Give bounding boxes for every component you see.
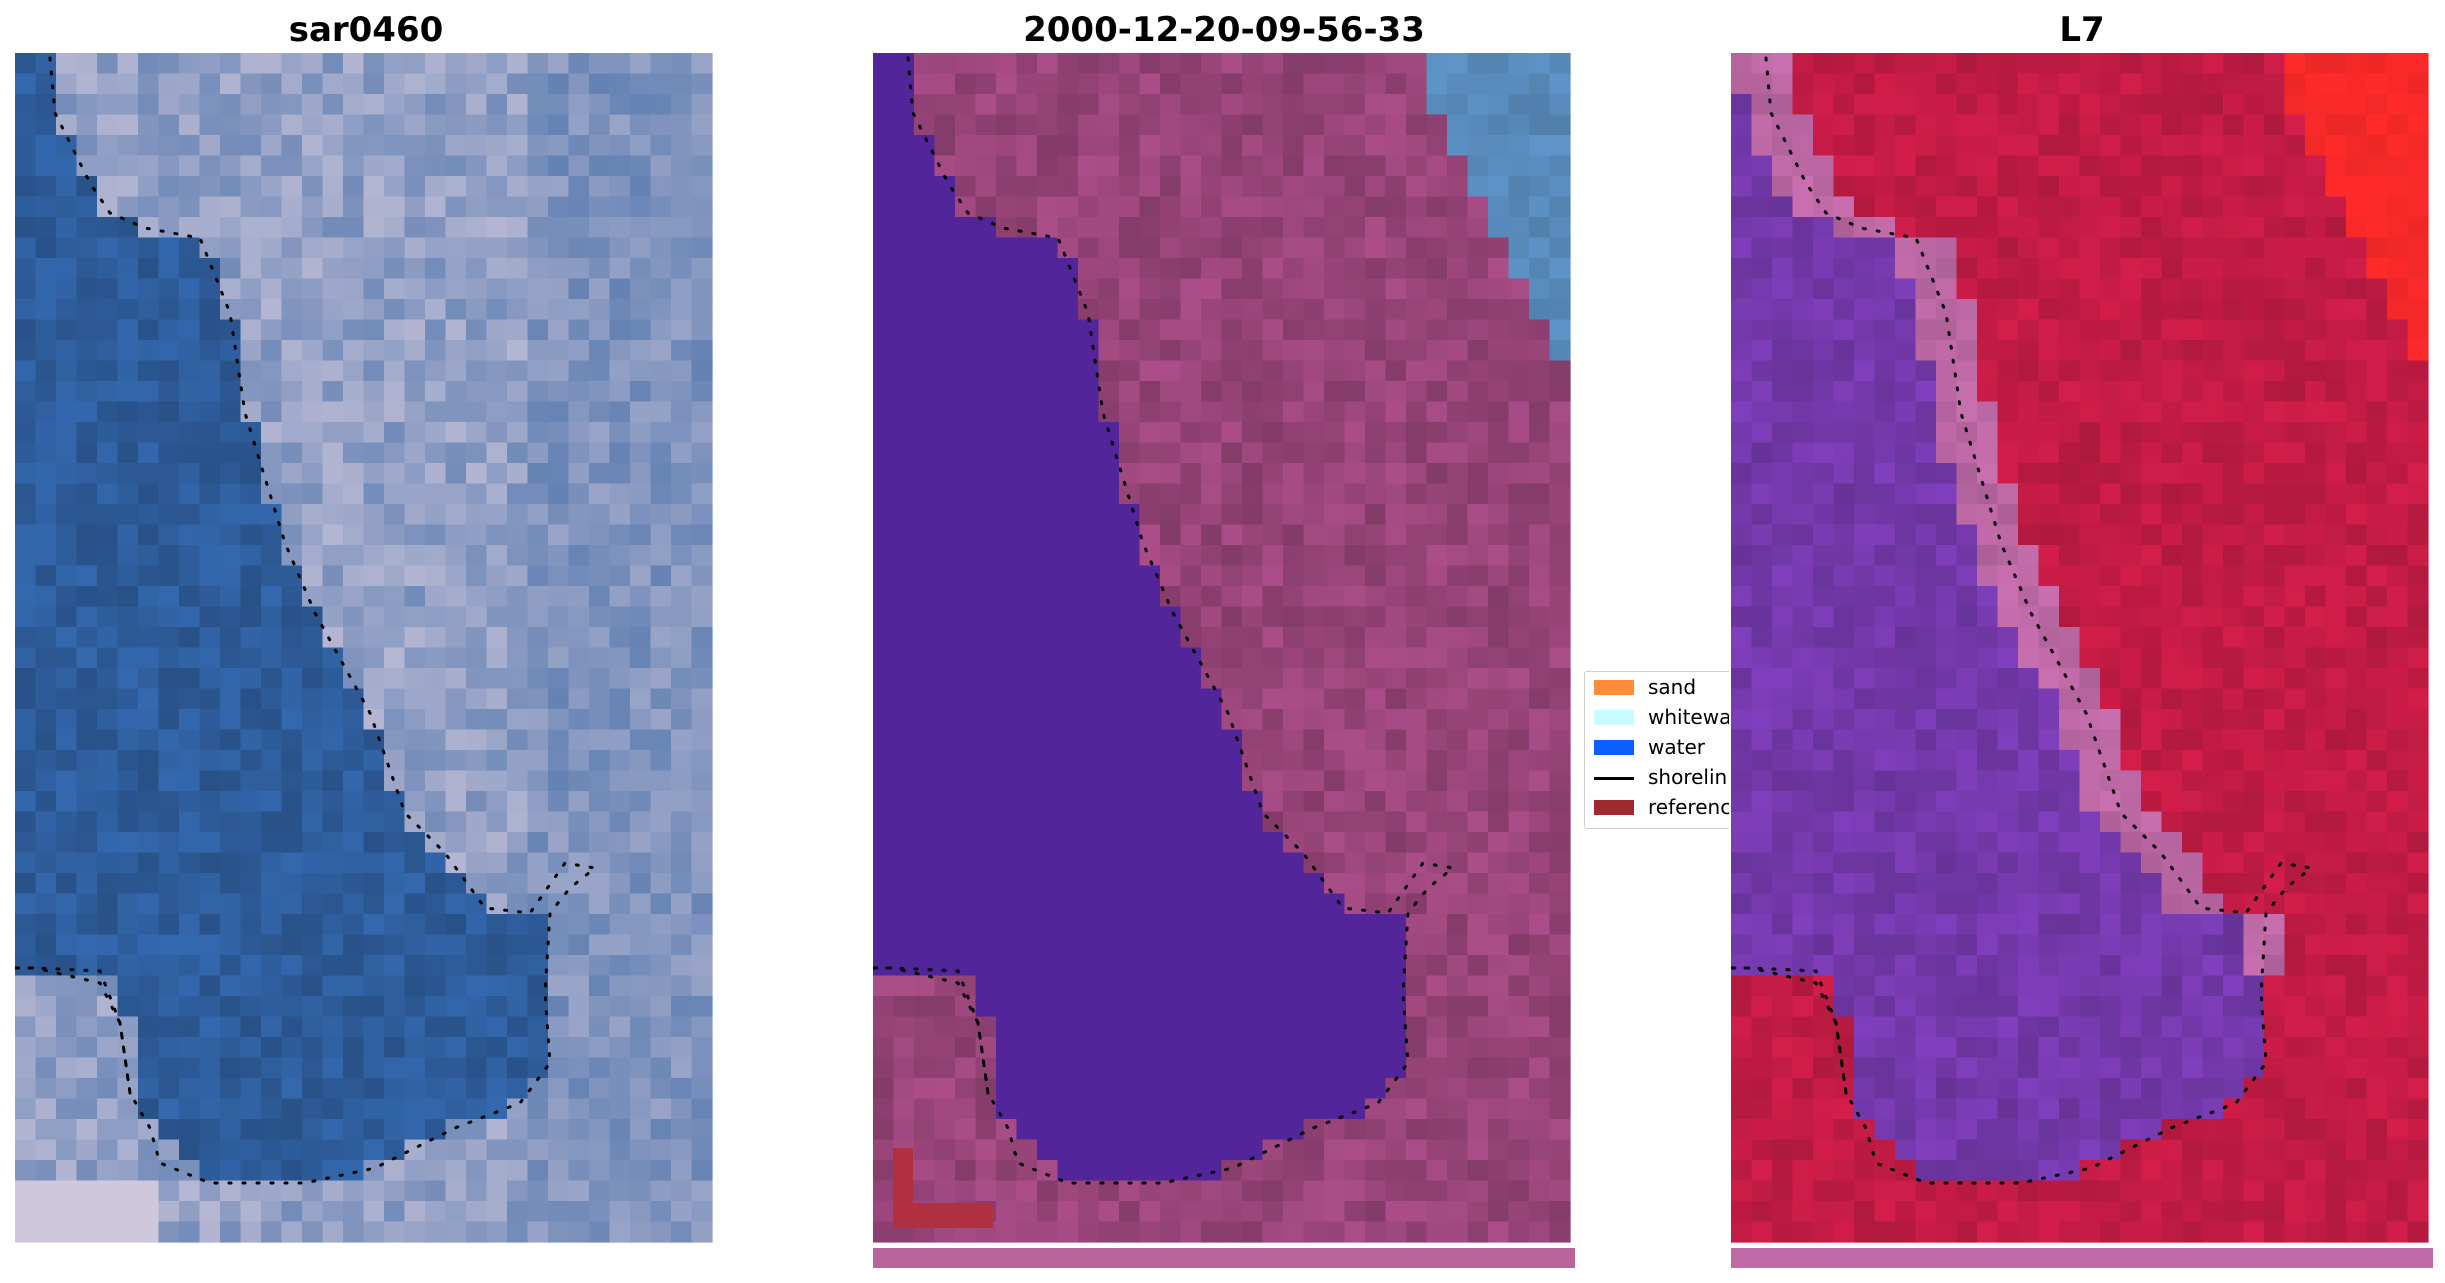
- legend-item-shoreline: shorelin: [1591, 766, 1729, 788]
- legend-item-water: water: [1591, 736, 1729, 758]
- legend-swatch-reference: [1594, 800, 1634, 815]
- legend-item-sand: sand: [1591, 676, 1729, 698]
- shoreline-rgb-south: [15, 966, 132, 1095]
- bottom-strip: [873, 1248, 1575, 1268]
- legend-swatch-water: [1594, 740, 1634, 755]
- ndwi-image: [1731, 53, 2433, 1268]
- ndwi-image-panel: [1731, 53, 2433, 1268]
- legend-swatch-whitewater: [1594, 710, 1634, 725]
- shoreline-rgb: [15, 56, 599, 1185]
- classified-pixels: [873, 53, 1571, 1243]
- rgb-pixels: [15, 53, 713, 1243]
- shoreline-classified: [873, 56, 1457, 1185]
- shoreline-classified-south: [873, 966, 990, 1095]
- shoreline-ndwi: [1731, 56, 2315, 1185]
- panel-title-rgb: sar0460: [288, 10, 444, 50]
- legend-label-whitewater: whitewa: [1648, 705, 1729, 729]
- legend-line-shoreline: [1594, 777, 1634, 780]
- legend-swatch-sand: [1594, 680, 1634, 695]
- bottom-strip: [1731, 1248, 2433, 1268]
- classified-image-panel: [873, 53, 1575, 1268]
- rgb-image-panel: [15, 53, 717, 1248]
- legend-label-reference: referenc: [1648, 795, 1729, 819]
- classified-image: [873, 53, 1575, 1268]
- legend-label-shoreline: shorelin: [1648, 765, 1728, 789]
- shoreline-ndwi-south: [1731, 966, 1848, 1095]
- rgb-image: [15, 53, 713, 1243]
- legend-item-reference: referenc: [1591, 796, 1729, 818]
- reference-area: [893, 1148, 993, 1228]
- ndwi-pixels: [1731, 53, 2429, 1243]
- legend-label-sand: sand: [1648, 675, 1697, 699]
- legend: sand whitewa water shorelin referenc: [1584, 671, 1729, 829]
- panel-title-ndwi: L7: [2059, 10, 2105, 50]
- panel-title-classified: 2000-12-20-09-56-33: [1023, 10, 1425, 50]
- legend-item-whitewater: whitewa: [1591, 706, 1729, 728]
- legend-label-water: water: [1648, 735, 1705, 759]
